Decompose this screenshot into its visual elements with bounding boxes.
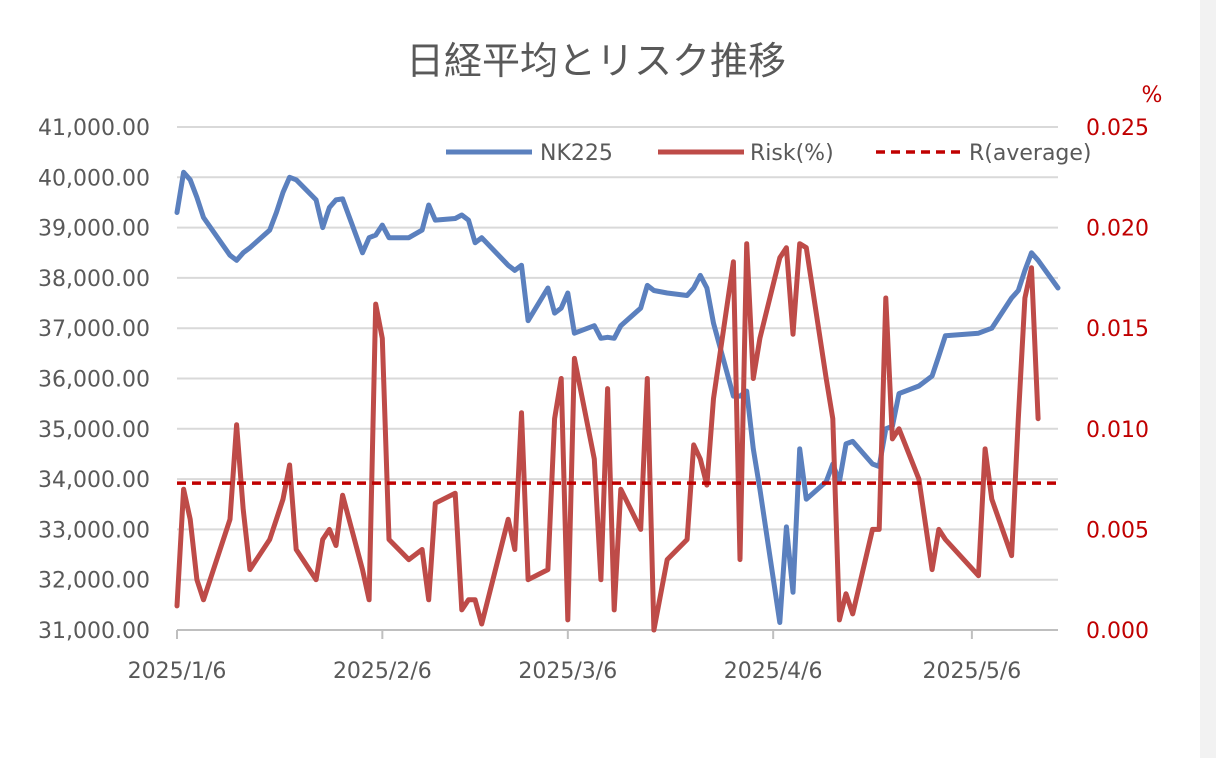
right-axis-tick-label: 0.025 xyxy=(1086,116,1149,141)
legend-label-nk225: NK225 xyxy=(540,141,613,166)
legend-label-average: R(average) xyxy=(969,141,1092,166)
left-axis-tick-label: 37,000.00 xyxy=(38,317,150,342)
window-edge xyxy=(1200,0,1216,758)
left-axis-tick-label: 38,000.00 xyxy=(38,267,150,292)
legend-label-risk: Risk(%) xyxy=(750,141,834,166)
left-axis-tick-label: 31,000.00 xyxy=(38,619,150,644)
left-axis-tick-label: 36,000.00 xyxy=(38,368,150,393)
right-axis-tick-label: 0.020 xyxy=(1086,217,1149,242)
series-layer xyxy=(174,169,1061,633)
nk225-series-line xyxy=(174,169,1061,625)
right-axis-unit-label: % xyxy=(1142,83,1163,108)
left-axis-tick-label: 34,000.00 xyxy=(38,468,150,493)
chart-title: 日経平均とリスク推移 xyxy=(406,39,786,83)
left-axis-tick-label: 40,000.00 xyxy=(38,166,150,191)
right-axis-tick-label: 0.015 xyxy=(1086,317,1149,342)
left-axis-tick-label: 41,000.00 xyxy=(38,116,150,141)
x-axis-tick-label: 2025/2/6 xyxy=(333,659,432,684)
left-axis-tick-label: 33,000.00 xyxy=(38,518,150,543)
x-axis-tick-label: 2025/4/6 xyxy=(724,659,823,684)
x-axis-tick-label: 2025/5/6 xyxy=(922,659,1021,684)
left-axis-tick-label: 35,000.00 xyxy=(38,418,150,443)
x-axis-tick-label: 2025/3/6 xyxy=(518,659,617,684)
right-axis-tick-label: 0.010 xyxy=(1086,418,1149,443)
right-axis-tick-label: 0.005 xyxy=(1086,518,1149,543)
risk-series-line xyxy=(174,241,1041,633)
legend: NK225 Risk(%) R(average) xyxy=(446,141,1092,166)
right-axis-tick-label: 0.000 xyxy=(1086,619,1149,644)
x-axis-tick-label: 2025/1/6 xyxy=(128,659,227,684)
axis-layer: 41,000.00 40,000.00 39,000.00 38,000.00 37,0… xyxy=(38,116,1149,684)
left-axis-tick-label: 39,000.00 xyxy=(38,217,150,242)
left-axis-tick-label: 32,000.00 xyxy=(38,569,150,594)
